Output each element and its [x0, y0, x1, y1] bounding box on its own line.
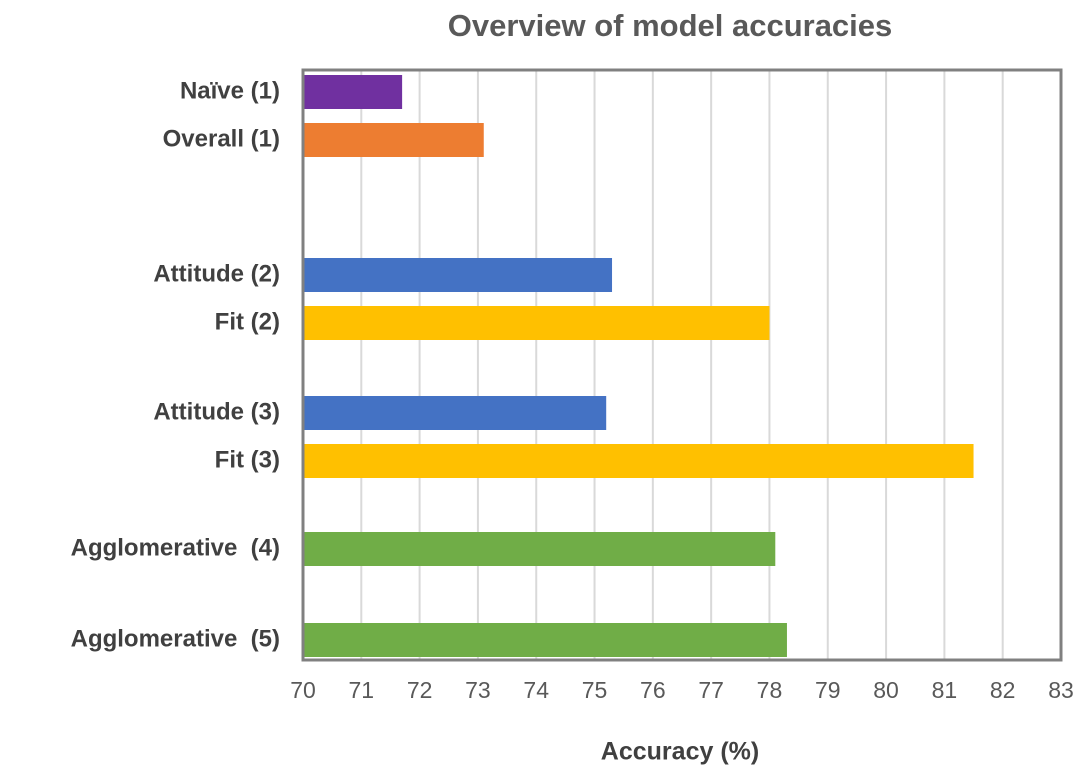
bar — [303, 623, 787, 657]
y-tick-label: Overall (1) — [163, 125, 280, 152]
y-tick-label: Agglomerative (5) — [71, 625, 280, 652]
x-axis-label: Accuracy (%) — [601, 738, 759, 766]
bar — [303, 258, 613, 292]
y-tick-label: Attitude (3) — [153, 398, 280, 425]
bar — [303, 444, 974, 478]
chart-title: Overview of model accuracies — [448, 8, 893, 43]
x-tick-label: 74 — [523, 677, 549, 703]
x-tick-label: 70 — [290, 677, 316, 703]
bar — [303, 396, 607, 430]
x-tick-label: 80 — [873, 677, 899, 703]
x-tick-label: 72 — [407, 677, 433, 703]
bar — [303, 123, 484, 157]
y-tick-label: Fit (2) — [215, 308, 280, 335]
bar — [303, 75, 403, 109]
y-tick-label: Fit (3) — [215, 446, 280, 473]
x-tick-label: 77 — [698, 677, 724, 703]
x-tick-label: 82 — [990, 677, 1016, 703]
x-tick-label: 76 — [640, 677, 666, 703]
x-tick-label: 78 — [757, 677, 783, 703]
x-tick-label: 83 — [1048, 677, 1074, 703]
x-tick-label: 71 — [349, 677, 375, 703]
y-tick-label: Agglomerative (4) — [71, 534, 280, 561]
bar — [303, 306, 770, 340]
y-tick-label: Attitude (2) — [153, 260, 280, 287]
x-tick-label: 81 — [932, 677, 958, 703]
y-tick-label: Naïve (1) — [180, 77, 280, 104]
x-tick-label: 75 — [582, 677, 608, 703]
x-tick-label: 79 — [815, 677, 841, 703]
bar — [303, 532, 776, 566]
plot-border — [301, 68, 1063, 662]
x-tick-label: 73 — [465, 677, 491, 703]
